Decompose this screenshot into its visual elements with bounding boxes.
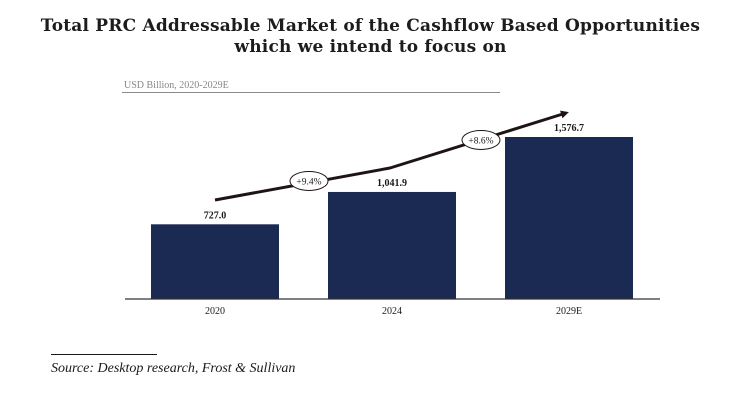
chart-title-line-1: Total PRC Addressable Market of the Cash… bbox=[40, 16, 701, 36]
growth-label: +8.6% bbox=[468, 137, 493, 147]
category-label: 2029E bbox=[556, 306, 582, 317]
trend-arrow bbox=[214, 110, 569, 202]
unit-label: USD Billion, 2020-2029E bbox=[124, 80, 229, 91]
bar-2029e bbox=[505, 137, 633, 299]
bar-2024 bbox=[328, 191, 456, 299]
value-label: 1,041.9 bbox=[377, 178, 407, 189]
bar-2020 bbox=[151, 224, 279, 299]
category-label: 2020 bbox=[205, 306, 225, 317]
growth-badge bbox=[289, 171, 329, 191]
value-label: 727.0 bbox=[204, 210, 227, 221]
category-label: 2024 bbox=[382, 306, 402, 317]
growth-badge bbox=[461, 130, 501, 150]
source-divider bbox=[51, 354, 157, 355]
chart-title-line-2: which we intend to focus on bbox=[234, 37, 507, 57]
source-note: Source: Desktop research, Frost & Sulliv… bbox=[51, 361, 296, 376]
unit-underline bbox=[122, 92, 500, 93]
chart-title: Total PRC Addressable Market of the Cash… bbox=[0, 16, 741, 58]
value-label: 1,576.7 bbox=[554, 123, 584, 134]
growth-label: +9.4% bbox=[296, 178, 321, 188]
